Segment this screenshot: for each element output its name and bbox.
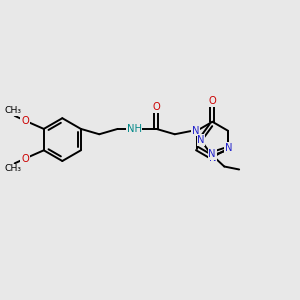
Text: N: N	[208, 149, 216, 159]
Text: N: N	[209, 153, 216, 163]
Text: CH₃: CH₃	[5, 164, 22, 173]
Text: N: N	[225, 143, 232, 153]
Text: N: N	[192, 126, 200, 136]
Text: O: O	[21, 116, 29, 126]
Text: CH₃: CH₃	[5, 106, 22, 115]
Text: NH: NH	[127, 124, 142, 134]
Text: N: N	[197, 135, 205, 145]
Text: O: O	[208, 96, 216, 106]
Text: O: O	[21, 154, 29, 164]
Text: O: O	[152, 102, 160, 112]
